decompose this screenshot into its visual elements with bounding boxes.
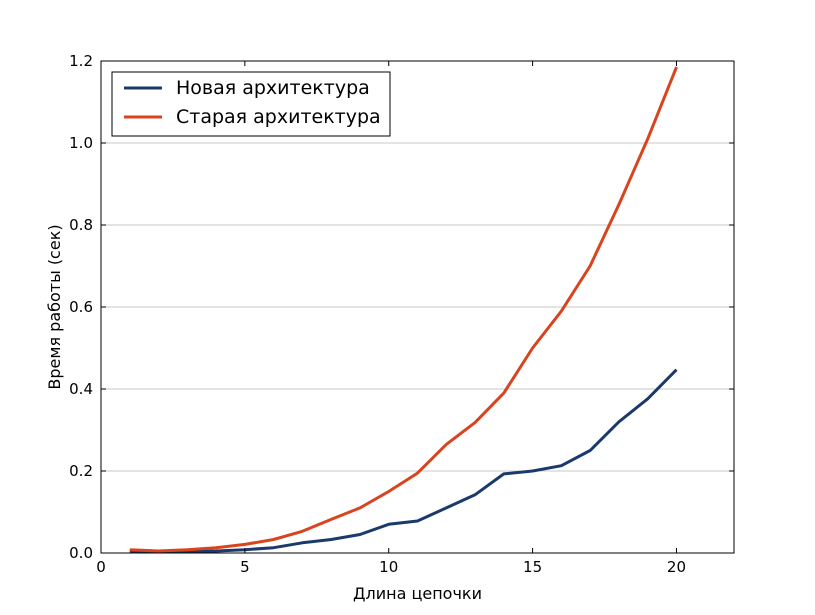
x-tick-label: 20 [667,558,686,576]
y-tick-label: 0.2 [69,462,93,480]
legend-label-old: Старая архитектура [176,106,381,128]
legend-label-new: Новая архитектура [176,77,370,99]
ticks: 0 5 10 15 20 0.0 0.2 0.4 0.6 0.8 1.0 1.2 [69,52,734,576]
y-tick-label: 0.0 [69,544,93,562]
y-tick-label: 0.4 [69,380,93,398]
x-tick-label: 5 [240,558,250,576]
grid [101,142,734,472]
x-tick-label: 15 [523,558,542,576]
series-line-new [129,368,678,554]
legend: Новая архитектура Старая архитектура [111,71,391,137]
x-axis-label: Длина цепочки [353,584,482,603]
x-tick-label: 0 [96,558,106,576]
y-tick-label: 0.6 [69,298,93,316]
y-tick-label: 1.2 [69,52,93,70]
y-axis-label: Время работы (сек) [45,224,64,389]
y-tick-label: 0.8 [69,216,93,234]
legend-box [111,71,391,137]
y-tick-label: 1.0 [69,134,93,152]
series-line-old [129,66,678,553]
series-lines [129,66,678,554]
x-tick-label: 10 [379,558,398,576]
